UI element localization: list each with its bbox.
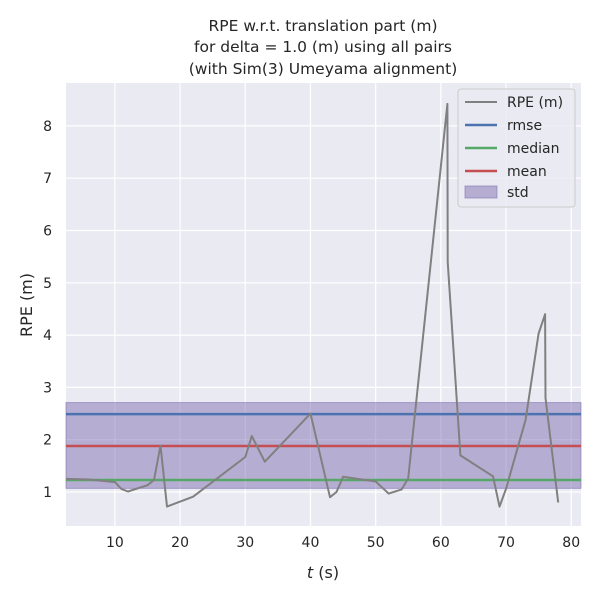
x-axis-label-variable: t [307,563,314,582]
y-tick-label: 7 [43,171,52,187]
y-tick-label: 5 [43,276,52,292]
series-layer [65,102,560,508]
legend: RPE (m) rmse median mean std [457,88,576,208]
x-tick-label: 50 [367,535,385,551]
legend-box [457,88,576,208]
chart-title-line-1: RPE w.r.t. translation part (m) [208,17,437,35]
legend-label-median: median [507,141,559,157]
x-tick-label: 60 [432,535,450,551]
y-tick-label: 6 [43,223,52,239]
x-tick-label: 10 [106,535,124,551]
y-axis-label: RPE (m) [17,273,36,337]
y-tick-label: 8 [43,119,52,135]
x-axis-label: t (s) [307,563,339,582]
y-tick-label: 3 [43,380,52,396]
legend-label-rpe: RPE (m) [507,95,563,111]
legend-label-rmse: rmse [507,118,542,134]
legend-swatch-std [464,185,498,199]
y-tick-label: 4 [43,328,52,344]
rpe-series-line [65,102,560,508]
y-tick-label: 1 [43,485,52,501]
stat-lines-layer [66,412,581,482]
x-tick-labels: 10 20 30 40 50 60 70 80 [106,535,580,551]
x-tick-label: 20 [171,535,189,551]
x-tick-label: 70 [497,535,515,551]
chart-title-line-3: (with Sim(3) Umeyama alignment) [189,60,458,78]
x-tick-label: 30 [236,535,254,551]
x-axis-label-unit: (s) [313,563,339,582]
x-tick-label: 40 [302,535,320,551]
x-tick-label: 80 [562,535,580,551]
y-tick-labels: 1 2 3 4 5 6 7 8 [43,119,52,501]
legend-label-mean: mean [507,164,547,180]
chart-title-line-2: for delta = 1.0 (m) using all pairs [194,38,452,56]
y-tick-label: 2 [43,433,52,449]
legend-label-std: std [507,185,529,201]
